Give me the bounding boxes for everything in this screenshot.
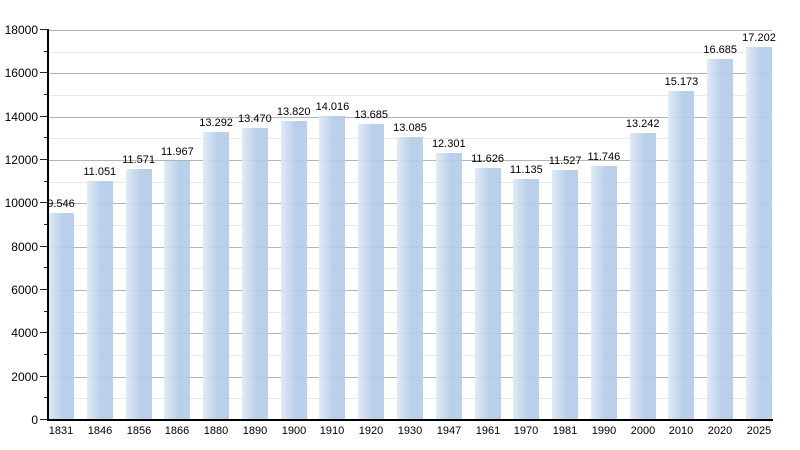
bar-value-label: 14.016 bbox=[315, 101, 350, 114]
bar-value-label: 9.546 bbox=[47, 198, 75, 211]
x-axis-tick-label: 1961 bbox=[475, 425, 501, 437]
x-axis-tick-label: 1970 bbox=[513, 425, 539, 437]
major-gridline bbox=[48, 30, 772, 31]
bar-value-label: 12.301 bbox=[431, 138, 466, 151]
x-axis-tick-label: 1920 bbox=[358, 425, 384, 437]
bar bbox=[668, 91, 695, 420]
x-axis-tick-label: 2025 bbox=[746, 425, 772, 437]
bar-value-label: 13.292 bbox=[199, 117, 233, 130]
bar bbox=[397, 136, 423, 420]
x-axis-tick-label: 1910 bbox=[319, 425, 345, 437]
bar-value-label: 13.685 bbox=[354, 108, 389, 121]
bar bbox=[746, 47, 772, 420]
x-axis-tick-label: 1846 bbox=[87, 425, 113, 437]
bar-value-label: 11.626 bbox=[471, 153, 504, 166]
y-axis-minor-tick bbox=[44, 137, 48, 138]
x-axis-tick-label: 1856 bbox=[126, 425, 152, 437]
y-axis-tick-label: 0 bbox=[31, 413, 38, 427]
x-axis-tick-label: 1890 bbox=[242, 425, 268, 437]
x-axis-tick-label: 1930 bbox=[397, 425, 423, 437]
y-axis-tick-label: 14000 bbox=[4, 110, 38, 124]
y-axis-minor-tick bbox=[44, 267, 48, 268]
x-axis-tick-label: 1990 bbox=[591, 425, 617, 437]
y-axis-minor-tick bbox=[44, 311, 48, 312]
bar-value-label: 13.085 bbox=[393, 121, 427, 134]
bar-value-label: 11.135 bbox=[509, 163, 543, 176]
bar-value-label: 13.242 bbox=[625, 118, 660, 131]
bar bbox=[241, 128, 268, 420]
bar bbox=[319, 116, 346, 420]
x-axis-tick-label: 2020 bbox=[707, 425, 733, 437]
bar-value-label: 11.746 bbox=[587, 150, 621, 163]
y-axis-tick-label: 10000 bbox=[4, 196, 38, 210]
y-axis-minor-tick bbox=[44, 181, 48, 182]
bar bbox=[280, 120, 307, 420]
minor-gridline bbox=[48, 95, 772, 96]
bar-value-label: 17.202 bbox=[742, 32, 776, 45]
x-axis-tick-label: 1981 bbox=[552, 425, 578, 437]
y-axis-major-tick bbox=[40, 72, 48, 73]
bar-value-label: 11.527 bbox=[548, 155, 582, 168]
bar bbox=[590, 165, 617, 420]
bar bbox=[629, 133, 656, 420]
y-axis-tick-label: 6000 bbox=[11, 283, 38, 297]
x-axis-tick-label: 1831 bbox=[48, 425, 74, 437]
y-axis-tick-label: 2000 bbox=[11, 370, 38, 384]
x-axis-tick-label: 2010 bbox=[668, 425, 694, 437]
y-axis-tick-label: 8000 bbox=[11, 240, 38, 254]
y-axis-major-tick bbox=[40, 289, 48, 290]
y-axis-major-tick bbox=[40, 29, 48, 30]
x-axis-line bbox=[47, 419, 773, 421]
bar-value-label: 13.820 bbox=[276, 105, 311, 118]
bar bbox=[203, 132, 230, 420]
y-axis-major-tick bbox=[40, 376, 48, 377]
y-axis-major-tick bbox=[40, 202, 48, 203]
x-axis-tick-label: 1900 bbox=[281, 425, 307, 437]
y-axis-major-tick bbox=[40, 419, 48, 420]
bar-value-label: 16.685 bbox=[703, 43, 738, 56]
x-axis-tick-label: 2000 bbox=[630, 425, 656, 437]
bar-value-label: 11.571 bbox=[122, 154, 155, 167]
bar bbox=[707, 58, 734, 420]
y-axis-minor-tick bbox=[44, 94, 48, 95]
y-axis-major-tick bbox=[40, 246, 48, 247]
y-axis-tick-label: 18000 bbox=[4, 23, 38, 37]
bar-value-label: 11.051 bbox=[83, 165, 117, 178]
y-axis-tick-label: 16000 bbox=[4, 66, 38, 80]
y-axis-minor-tick bbox=[44, 224, 48, 225]
bar bbox=[86, 180, 113, 420]
major-gridline bbox=[48, 73, 772, 74]
plot-area: 9.546 11.051 11.571 11.967 13.292 13.470 13.82… bbox=[47, 30, 776, 420]
x-axis-tick-label: 1880 bbox=[203, 425, 229, 437]
bar bbox=[474, 168, 501, 420]
y-axis-tick-label: 12000 bbox=[4, 153, 38, 167]
y-axis-minor-tick bbox=[44, 397, 48, 398]
bar-value-label: 13.470 bbox=[238, 113, 272, 126]
x-axis-tick-label: 1947 bbox=[436, 425, 462, 437]
bar bbox=[513, 178, 540, 420]
minor-gridline bbox=[48, 52, 772, 53]
y-axis-line bbox=[47, 29, 49, 421]
y-axis-major-tick bbox=[40, 116, 48, 117]
y-axis-minor-tick bbox=[44, 354, 48, 355]
bar bbox=[125, 169, 152, 420]
bar bbox=[435, 153, 462, 420]
y-axis-tick-label: 4000 bbox=[11, 326, 38, 340]
bar bbox=[552, 170, 579, 420]
bar-value-label: 15.173 bbox=[664, 76, 699, 89]
y-axis-major-tick bbox=[40, 332, 48, 333]
x-axis-tick-label: 1866 bbox=[164, 425, 190, 437]
major-gridline bbox=[48, 117, 772, 118]
y-axis-major-tick bbox=[40, 159, 48, 160]
bar bbox=[48, 213, 74, 420]
y-axis-minor-tick bbox=[44, 51, 48, 52]
bar bbox=[358, 123, 385, 420]
bar bbox=[164, 160, 191, 420]
bar-value-label: 11.967 bbox=[160, 145, 194, 158]
